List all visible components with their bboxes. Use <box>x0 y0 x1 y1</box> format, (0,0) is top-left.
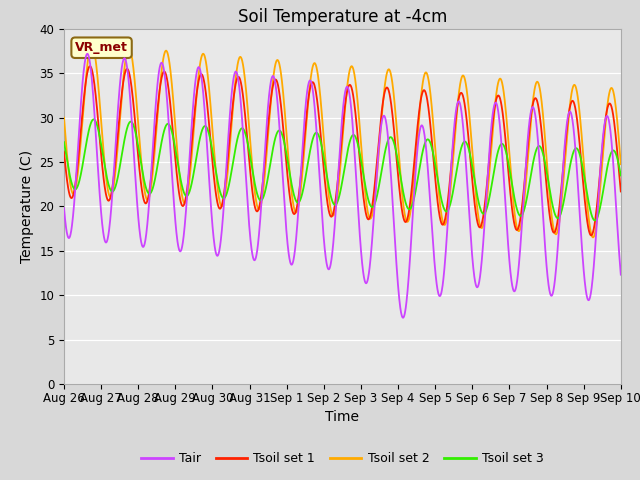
Tsoil set 1 <box>216 205 223 211</box>
X-axis label: Time: Time <box>325 410 360 424</box>
Tair <box>359 265 367 271</box>
Tsoil set 2 <box>216 198 223 204</box>
Tsoil set 1 <box>371 182 379 188</box>
Tsoil set 3 <box>617 173 625 179</box>
Tsoil set 1 <box>568 98 575 104</box>
Tsoil set 2 <box>359 161 367 167</box>
Tsoil set 2 <box>568 89 575 95</box>
Tair <box>216 247 223 252</box>
Text: VR_met: VR_met <box>75 41 128 54</box>
Tsoil set 3 <box>216 187 223 192</box>
Title: Soil Temperature at -4cm: Soil Temperature at -4cm <box>237 8 447 26</box>
Tsoil set 3 <box>90 117 97 122</box>
Tsoil set 1 <box>504 168 512 174</box>
Tair <box>60 205 68 211</box>
Y-axis label: Temperature (C): Temperature (C) <box>20 150 34 263</box>
Tsoil set 2 <box>504 138 512 144</box>
Tsoil set 3 <box>591 217 598 223</box>
Tsoil set 3 <box>371 201 379 206</box>
Line: Tsoil set 2: Tsoil set 2 <box>64 45 621 238</box>
Tair <box>584 296 591 302</box>
Tsoil set 2 <box>617 161 625 167</box>
Legend: Tair, Tsoil set 1, Tsoil set 2, Tsoil set 3: Tair, Tsoil set 1, Tsoil set 2, Tsoil se… <box>136 447 548 470</box>
Tair <box>399 315 407 321</box>
Tsoil set 2 <box>371 195 379 201</box>
Tsoil set 2 <box>60 115 68 120</box>
Tsoil set 2 <box>88 42 96 48</box>
Tsoil set 3 <box>584 192 591 198</box>
Tsoil set 1 <box>584 219 591 225</box>
Tair <box>84 51 92 57</box>
Tsoil set 1 <box>359 187 367 193</box>
Tsoil set 1 <box>588 232 595 238</box>
Tsoil set 1 <box>86 63 94 69</box>
Line: Tair: Tair <box>64 54 621 318</box>
Tair <box>568 115 576 120</box>
Tair <box>371 200 379 206</box>
Tsoil set 3 <box>504 160 512 166</box>
Tsoil set 1 <box>60 149 68 155</box>
Tsoil set 3 <box>60 139 68 145</box>
Tsoil set 2 <box>584 202 591 207</box>
Line: Tsoil set 1: Tsoil set 1 <box>64 66 621 235</box>
Tair <box>617 272 625 277</box>
Line: Tsoil set 3: Tsoil set 3 <box>64 120 621 220</box>
Tsoil set 1 <box>617 189 625 194</box>
Tsoil set 3 <box>359 167 367 173</box>
Tsoil set 2 <box>589 235 596 240</box>
Tair <box>505 248 513 254</box>
Tsoil set 3 <box>568 155 575 160</box>
